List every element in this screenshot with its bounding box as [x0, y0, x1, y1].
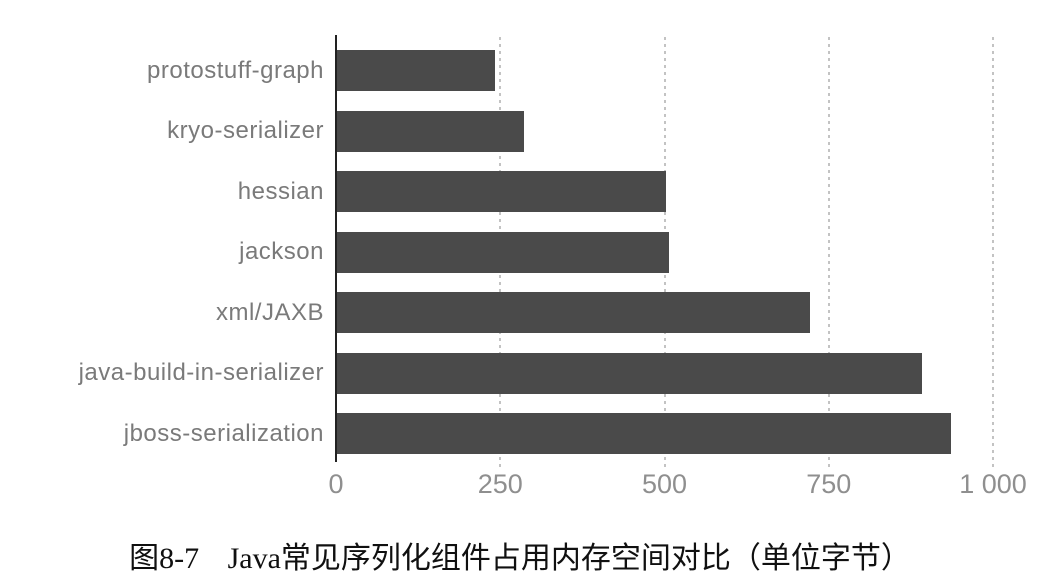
y-axis-line [335, 35, 337, 462]
bar-hessian [337, 171, 666, 212]
caption-figure-number: 图8-7 [129, 542, 200, 575]
category-label-java-build-in-serializer: java-build-in-serializer [78, 359, 324, 386]
x-tick-label-1000: 1 000 [959, 469, 1027, 499]
x-tick-label-250: 250 [477, 469, 523, 499]
x-tick-label-500: 500 [641, 469, 688, 499]
bar-xml/JAXB [337, 292, 810, 333]
bar-protostuff-graph [337, 50, 495, 91]
gridline-1000 [992, 37, 994, 467]
category-label-protostuff-graph: protostuff-graph [147, 56, 324, 84]
bar-java-build-in-serializer [337, 352, 922, 394]
figure-caption: 图8-7 Java常见序列化组件占用内存空间对比（单位字节） [0, 533, 1040, 577]
gridline-750 [827, 37, 830, 467]
category-label-jboss-serialization: jboss-serialization [123, 419, 324, 447]
caption-text: Java常见序列化组件占用内存空间对比（单位字节） [227, 542, 911, 575]
category-label-hessian: hessian [237, 177, 324, 205]
bar-jackson [337, 231, 669, 273]
category-label-xml/JAXB: xml/JAXB [215, 298, 324, 326]
category-label-jackson: jackson [239, 238, 324, 265]
bar-chart: protostuff-graph kryo-serializer hessian ja… [78, 35, 1027, 499]
category-label-kryo-serializer: kryo-serializer [167, 117, 324, 144]
bar-jboss-serialization [337, 413, 951, 454]
x-tick-label-0: 0 [328, 469, 344, 499]
bar-kryo-serializer [337, 110, 524, 152]
x-tick-label-750: 750 [806, 469, 852, 499]
